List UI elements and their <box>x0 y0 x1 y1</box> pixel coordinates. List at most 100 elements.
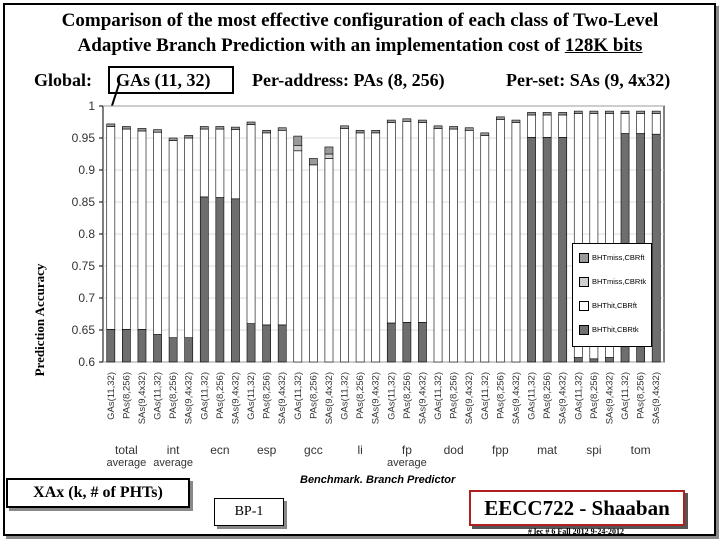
bar-bhtmiss-cbrft <box>542 112 552 116</box>
y-axis-title: Prediction Accuracy <box>32 263 47 377</box>
bar-bhthit-cbrtk <box>262 324 271 363</box>
bar-bhtmiss-cbrft <box>418 119 427 123</box>
x-config-label: GAs(11,32) <box>293 372 304 420</box>
x-config-label: SAs(9,4x32) <box>464 372 475 424</box>
bar-bhthit-cbrtk <box>386 322 396 363</box>
per-address-config: Per-address: PAs (8, 256) <box>252 70 445 90</box>
bar-bhtmiss-cbrft <box>449 126 458 130</box>
slide-title-line1: Comparison of the most effective configu… <box>61 10 659 31</box>
bar-bhtmiss-cbrft <box>184 135 194 139</box>
bar-bhthit-cbrft <box>168 140 178 338</box>
bar-bhthit-cbrft <box>371 132 381 363</box>
bar-bhthit-cbrtk <box>573 357 583 363</box>
title-cost: 128K bits <box>564 35 643 56</box>
bar-bhthit-cbrft <box>355 132 365 363</box>
title-prefix: Adaptive Branch Prediction with an imple… <box>77 35 565 56</box>
bar-bhthit-cbrft <box>324 158 334 363</box>
bar-bhthit-cbrft <box>340 128 349 363</box>
legend-item-bhtmiss-cbrft: BHTmiss,CBRft <box>579 253 645 264</box>
x-config-label: SAs(9,4x32) <box>230 372 241 424</box>
x-config-label: GAs(11,32) <box>480 372 491 420</box>
bar-bhthit-cbrtk <box>184 337 194 363</box>
bar-bhthit-cbrft <box>496 119 505 363</box>
bar-bhthit-cbrft <box>262 132 271 326</box>
x-config-label: SAs(9,4x32) <box>651 372 662 424</box>
bar-bhthit-cbrft <box>309 164 318 363</box>
bar-bhtmiss-cbrft <box>199 126 209 130</box>
x-group-label: fp <box>402 443 412 457</box>
bar-bhtmiss-cbrft <box>215 126 225 130</box>
bar-bhtmiss-cbrft <box>168 137 178 141</box>
x-config-label: GAs(11,32) <box>246 372 257 420</box>
bar-bhtmiss-cbrft <box>246 121 256 125</box>
legend-swatch <box>579 301 589 312</box>
slide-frame <box>3 3 716 536</box>
bar-bhthit-cbrft <box>231 129 240 200</box>
global-label: Global: <box>34 70 93 90</box>
bar-bhthit-cbrtk <box>527 137 536 363</box>
bar-bhthit-cbrft <box>651 113 661 135</box>
x-config-label: GAs(11,32) <box>199 372 210 420</box>
x-group-sublabel: average <box>153 457 193 469</box>
y-tick-label: 0.75 <box>72 259 96 273</box>
x-config-label: PAs(8,256) <box>215 372 226 419</box>
x-config-label: PAs(8,256) <box>121 372 132 419</box>
x-group-label: li <box>357 443 362 457</box>
x-group-label: tom <box>631 443 651 457</box>
per-set-config: Per-set: SAs (9, 4x32) <box>506 70 671 90</box>
bar-bhthit-cbrft <box>122 128 131 330</box>
bar-bhtmiss-cbrft <box>355 130 365 134</box>
x-config-label: GAs(11,32) <box>386 372 397 420</box>
bar-bhtmiss-cbrft <box>386 119 396 123</box>
bar-bhthit-cbrtk <box>589 358 599 363</box>
xax-note: XAx (k, # of PHTs) <box>6 478 190 508</box>
bar-bhtmiss-cbrft <box>402 118 412 122</box>
bar-bhtmiss-cbrft <box>433 125 443 129</box>
x-config-label: PAs(8,256) <box>542 372 553 419</box>
global-config: GAs (11, 32) <box>116 70 211 90</box>
x-group-label: mat <box>537 443 558 457</box>
bar-bhtmiss-cbrft <box>651 110 661 114</box>
bar-bhthit-cbrft <box>277 130 287 326</box>
bar-bhthit-cbrft <box>449 128 458 363</box>
bar-bhthit-cbrft <box>199 128 209 198</box>
x-config-label: PAs(8,256) <box>636 372 647 419</box>
bar-bhthit-cbrft <box>542 114 552 138</box>
x-config-label: SAs(9,4x32) <box>604 372 615 424</box>
bar-bhtmiss-cbrft <box>122 126 131 130</box>
bar-bhtmiss-cbrft <box>511 119 521 123</box>
legend-swatch <box>579 277 589 288</box>
bar-bhtmiss-cbrft <box>573 110 583 114</box>
bar-bhtmiss-cbrft <box>293 135 303 146</box>
bar-bhthit-cbrtk <box>542 137 552 363</box>
x-config-label: GAs(11,32) <box>106 372 117 420</box>
x-config-label: PAs(8,256) <box>402 372 413 419</box>
y-tick-label: 0.8 <box>78 227 95 241</box>
x-config-label: PAs(8,256) <box>168 372 179 419</box>
bar-bhthit-cbrft <box>511 122 521 363</box>
bar-bhthit-cbrtk <box>651 133 661 363</box>
y-tick-label: 1 <box>88 99 95 113</box>
y-tick-label: 0.6 <box>78 355 95 369</box>
legend-label: BHTmiss,CBRtk <box>592 277 647 286</box>
bar-bhthit-cbrft <box>464 130 474 363</box>
bar-bhthit-cbrft <box>106 126 116 330</box>
chart-bars <box>106 110 661 363</box>
config-row: Global: GAs (11, 32) Per-address: PAs (8… <box>0 64 720 98</box>
bar-bhthit-cbrft <box>418 122 427 323</box>
x-config-label: SAs(9,4x32) <box>558 372 569 424</box>
bar-bhtmiss-cbrft <box>636 110 645 114</box>
bar-bhthit-cbrft <box>480 135 490 363</box>
y-tick-label: 0.85 <box>72 195 96 209</box>
bar-bhthit-cbrft <box>293 150 303 363</box>
x-group-label: ecn <box>210 443 229 457</box>
y-tick-label: 0.7 <box>78 291 95 305</box>
bar-bhtmiss-cbrtk <box>293 145 303 152</box>
x-config-label: PAs(8,256) <box>262 372 273 419</box>
x-config-label: PAs(8,256) <box>589 372 600 419</box>
bar-bhtmiss-cbrft <box>558 112 568 116</box>
legend-swatch <box>579 325 589 336</box>
x-config-label: PAs(8,256) <box>449 372 460 419</box>
bar-bhthit-cbrft <box>527 114 536 138</box>
